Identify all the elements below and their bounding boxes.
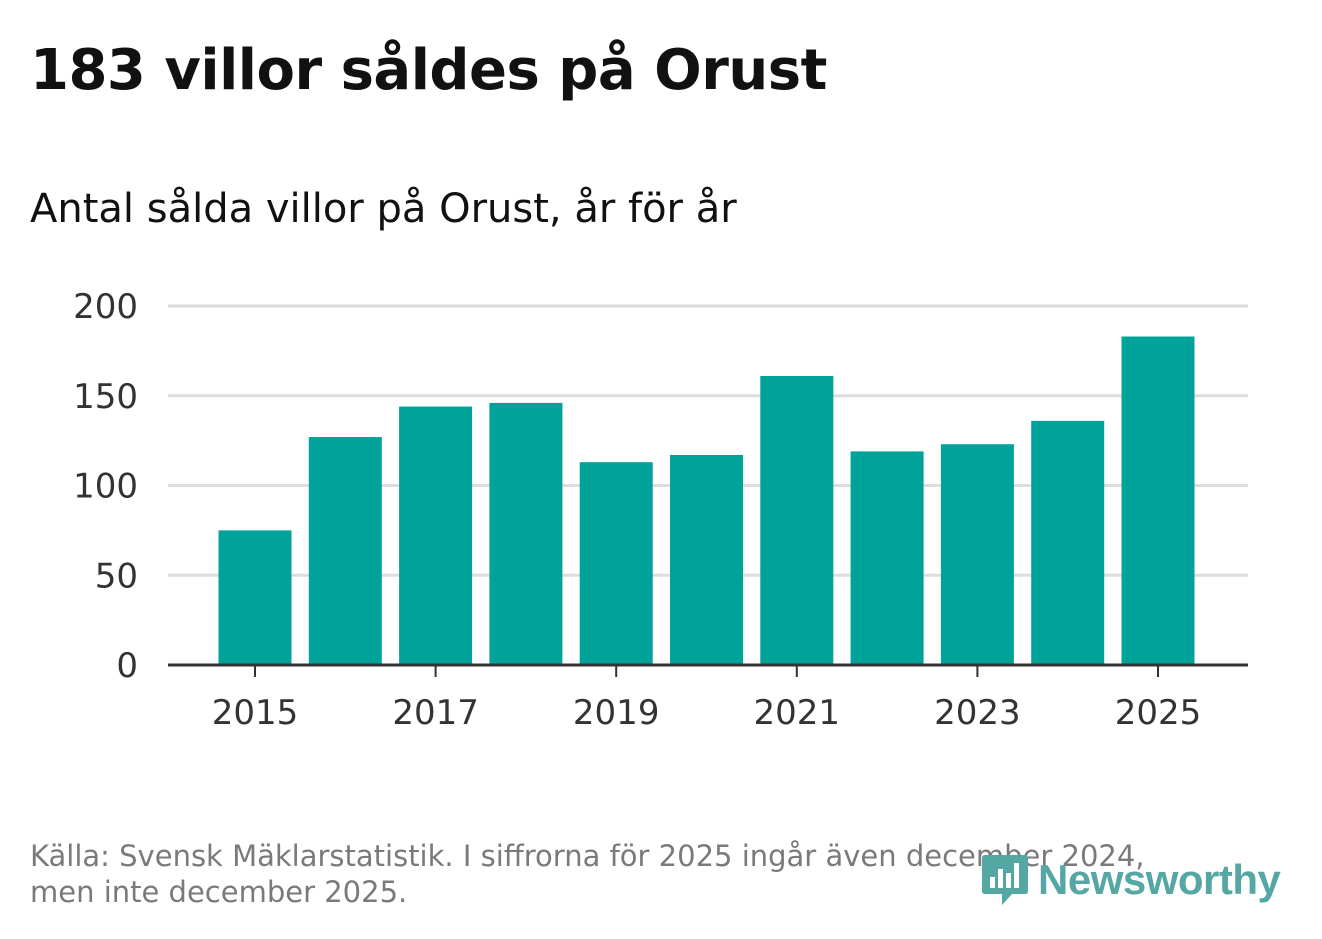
bar-2015 — [218, 530, 292, 665]
y-tick-label: 50 — [95, 556, 138, 596]
y-tick-label: 100 — [73, 467, 138, 507]
chart-title: 183 villor såldes på Orust — [30, 38, 827, 103]
y-tick-label: 0 — [116, 646, 138, 686]
bar-2023 — [940, 444, 1014, 665]
source-note-line-1: Källa: Svensk Mäklarstatistik. I siffror… — [30, 839, 1145, 873]
x-tick-label: 2023 — [934, 693, 1021, 733]
brand-name: Newsworthy — [1038, 856, 1281, 903]
bar-2018 — [489, 402, 563, 665]
bar-2016 — [308, 437, 382, 665]
brand-logo: Newsworthy — [980, 850, 1281, 910]
bar-2024 — [1031, 420, 1105, 665]
bar-2021 — [760, 376, 834, 665]
chart-subtitle: Antal sålda villor på Orust, år för år — [30, 186, 737, 232]
bar-2022 — [850, 451, 924, 665]
x-tick-label: 2025 — [1115, 693, 1202, 733]
bar-2025 — [1121, 336, 1195, 665]
newsworthy-logo-icon — [982, 855, 1028, 905]
bar-2019 — [579, 462, 653, 665]
x-tick-label: 2021 — [754, 693, 841, 733]
bar-chart: 0 50 100 150 200 2015 2017 2019 2021 2023 2025 — [73, 287, 1248, 733]
bar-2017 — [399, 406, 473, 665]
x-tick-label: 2017 — [392, 693, 479, 733]
x-tick-label: 2015 — [212, 693, 299, 733]
x-tick-label: 2019 — [573, 693, 660, 733]
source-note: Källa: Svensk Mäklarstatistik. I siffror… — [30, 838, 1230, 910]
source-note-line-2: men inte december 2025. — [30, 875, 408, 909]
y-tick-label: 200 — [73, 287, 138, 327]
y-tick-label: 150 — [73, 377, 138, 417]
bar-2020 — [670, 454, 743, 665]
